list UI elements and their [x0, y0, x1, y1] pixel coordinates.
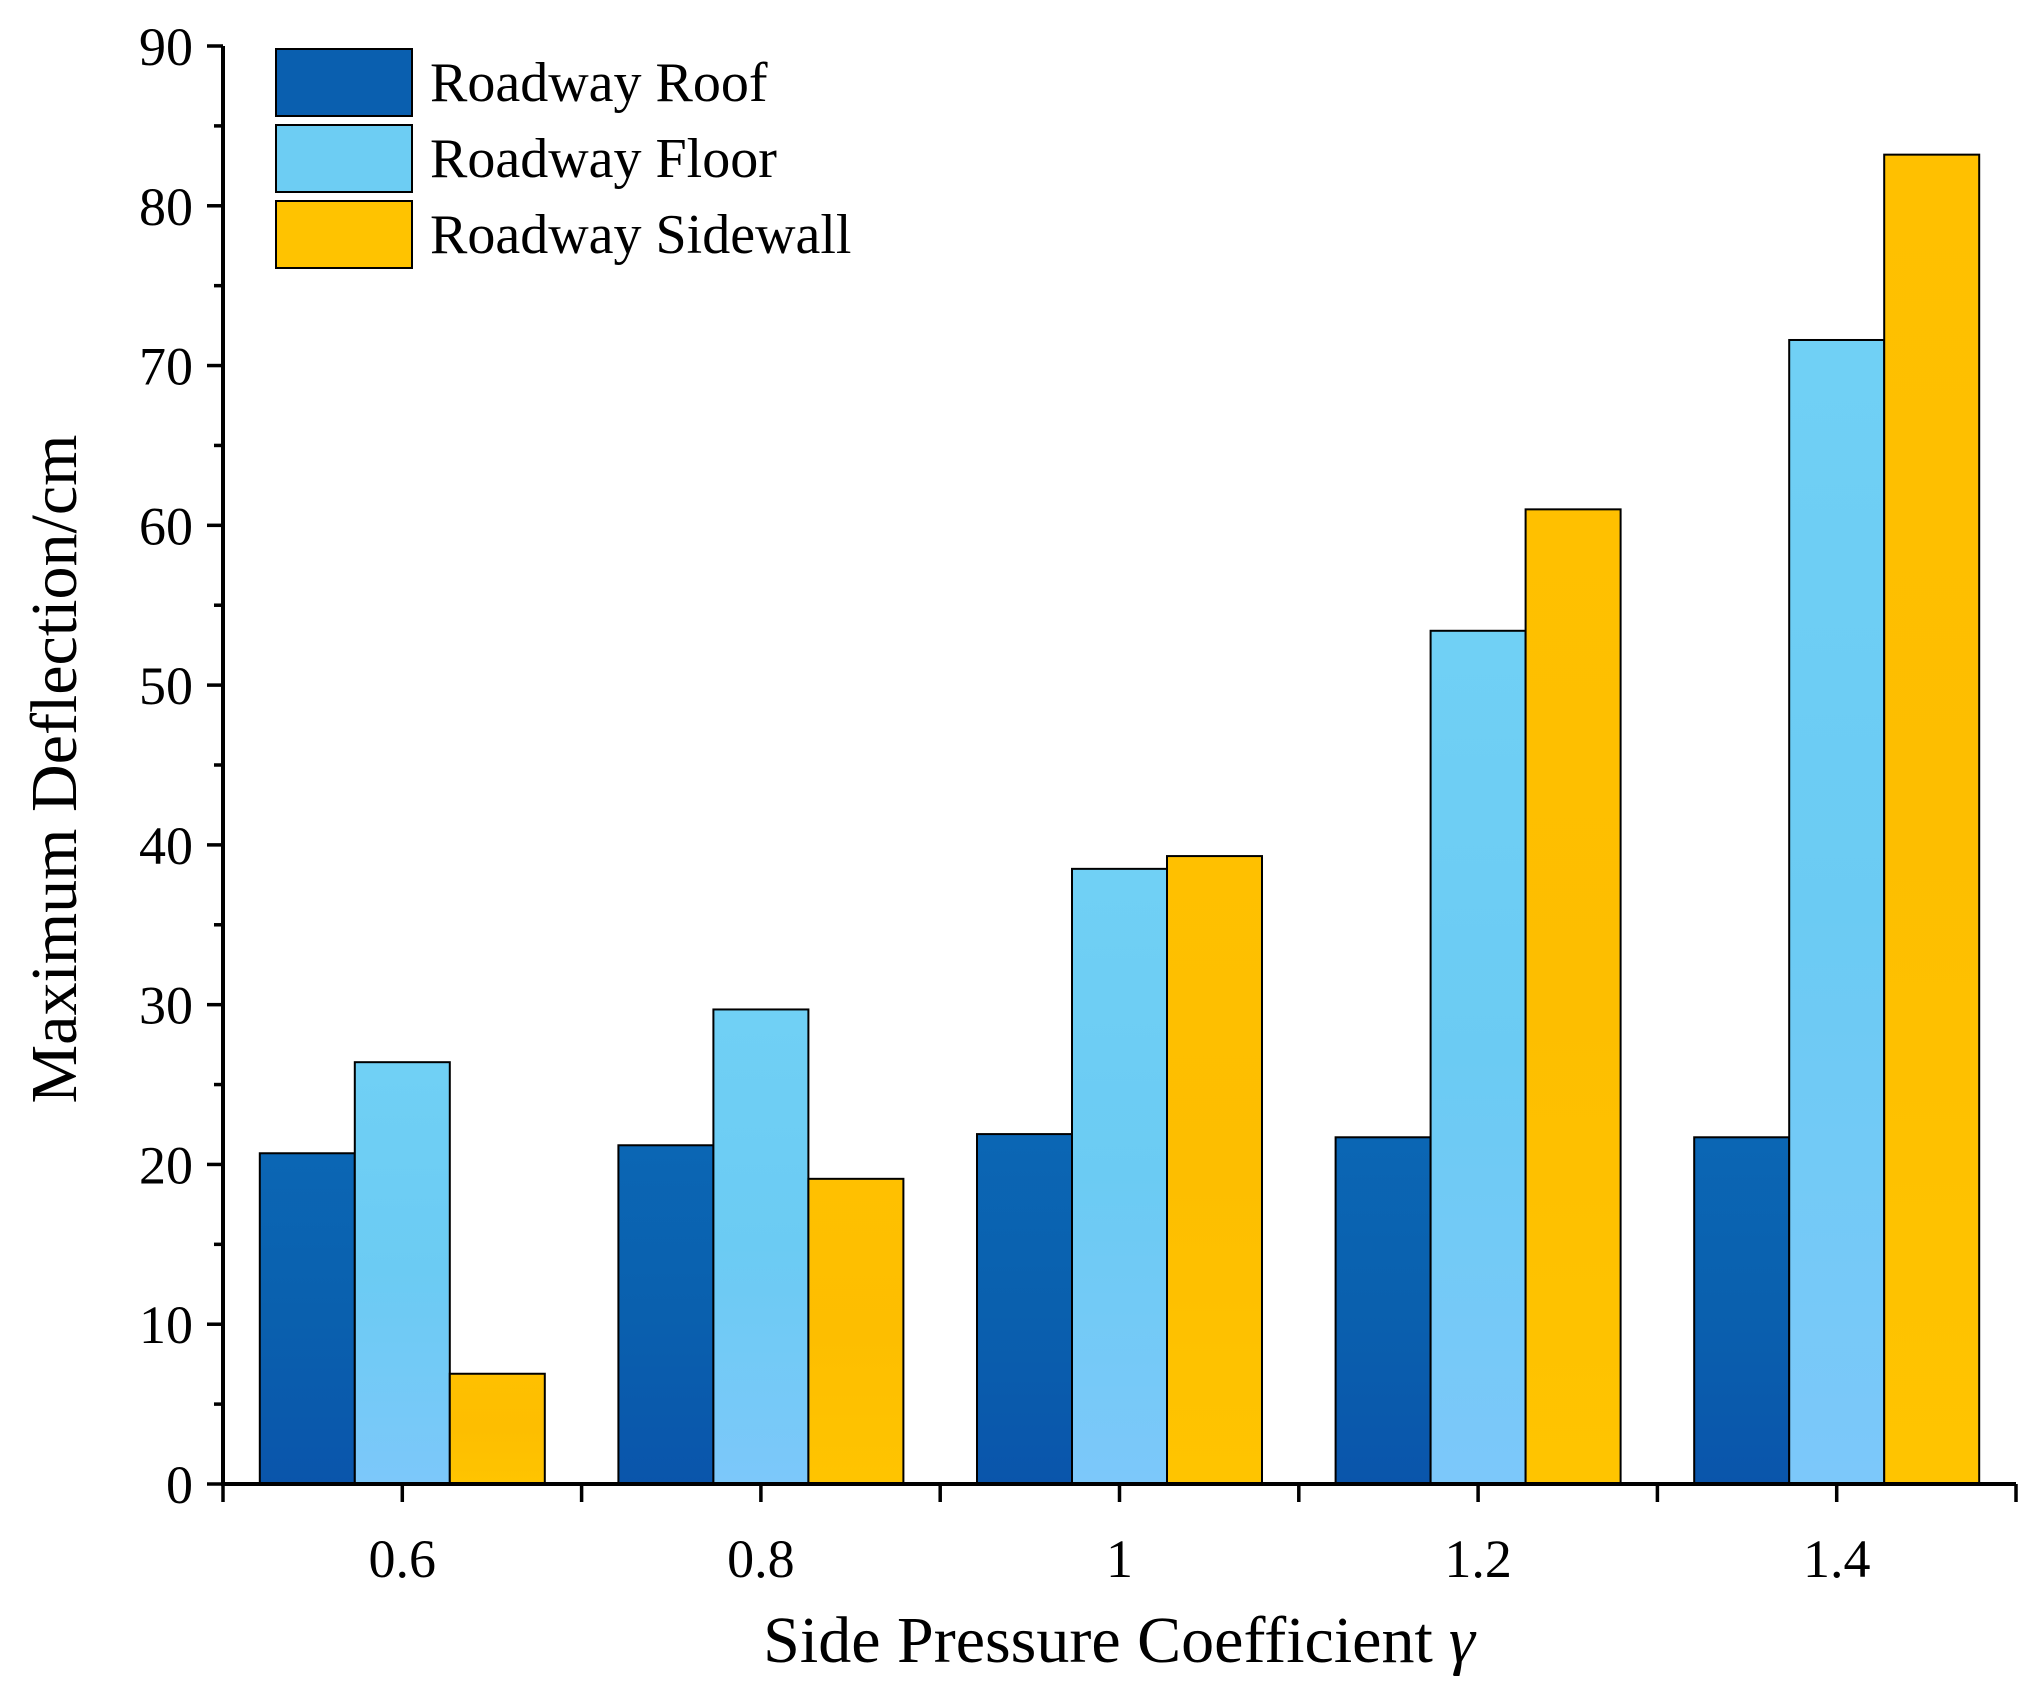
legend-label-roadway-floor: Roadway Floor [430, 128, 777, 190]
bar-roadway-sidewall-1 [1166, 855, 1263, 1485]
legend-swatch-roadway-floor [275, 124, 413, 193]
bar-roadway-roof-0-6 [258, 1152, 356, 1485]
bar-roadway-floor-1-2 [1429, 629, 1527, 1485]
y-tick-label: 20 [139, 1135, 193, 1195]
x-axis: 0.6 0.8 1 1.2 1.4 [221, 1482, 2018, 1589]
x-tick-label: 1 [1106, 1529, 1133, 1589]
y-axis-title: Maximum Deflection/cm [18, 435, 91, 1104]
bar-roadway-floor-0-8 [712, 1008, 810, 1486]
bar-roadway-roof-1 [976, 1133, 1073, 1485]
y-tick-label: 90 [139, 17, 193, 77]
y-tick-label: 0 [166, 1455, 193, 1515]
bar-roadway-sidewall-0-6 [448, 1372, 546, 1485]
x-axis-title: Side Pressure Coefficient γ [763, 1604, 1477, 1677]
y-tick-label: 50 [139, 656, 193, 716]
legend-label-roadway-roof: Roadway Roof [430, 52, 768, 114]
y-axis: 0 10 20 30 40 50 60 70 80 90 [139, 17, 225, 1515]
bar-roadway-roof-1-2 [1334, 1136, 1432, 1485]
bar-roadway-roof-0-8 [617, 1144, 715, 1485]
x-tick-label: 1.2 [1444, 1529, 1512, 1589]
bar-roadway-sidewall-0-8 [807, 1177, 905, 1486]
bar-roadway-sidewall-1-2 [1524, 508, 1622, 1486]
y-tick-label: 40 [139, 816, 193, 876]
bar-roadway-sidewall-1-4 [1883, 153, 1981, 1485]
y-tick-label: 10 [139, 1295, 193, 1355]
legend-label-roadway-sidewall: Roadway Sidewall [430, 204, 851, 266]
y-tick-label: 30 [139, 976, 193, 1036]
legend-swatch-roadway-sidewall [275, 200, 413, 269]
bar-roadway-floor-1-4 [1788, 338, 1886, 1486]
x-tick-label: 0.6 [369, 1529, 437, 1589]
bar-roadway-floor-0-6 [353, 1061, 451, 1485]
bar-roadway-floor-1 [1071, 867, 1168, 1485]
bar-roadway-roof-1-4 [1693, 1136, 1791, 1485]
x-tick-label: 0.8 [727, 1529, 795, 1589]
x-axis-title-symbol: γ [1449, 1604, 1477, 1677]
legend-swatch-roadway-roof [275, 48, 413, 117]
bars-layer [258, 153, 1981, 1486]
y-tick-label: 60 [139, 496, 193, 556]
legend: Roadway Roof Roadway Floor Roadway Sidewal… [275, 48, 851, 269]
y-tick-label: 80 [139, 177, 193, 237]
x-axis-title-text: Side Pressure Coefficient [763, 1604, 1433, 1677]
y-tick-label: 70 [139, 337, 193, 397]
x-tick-label: 1.4 [1803, 1529, 1871, 1589]
